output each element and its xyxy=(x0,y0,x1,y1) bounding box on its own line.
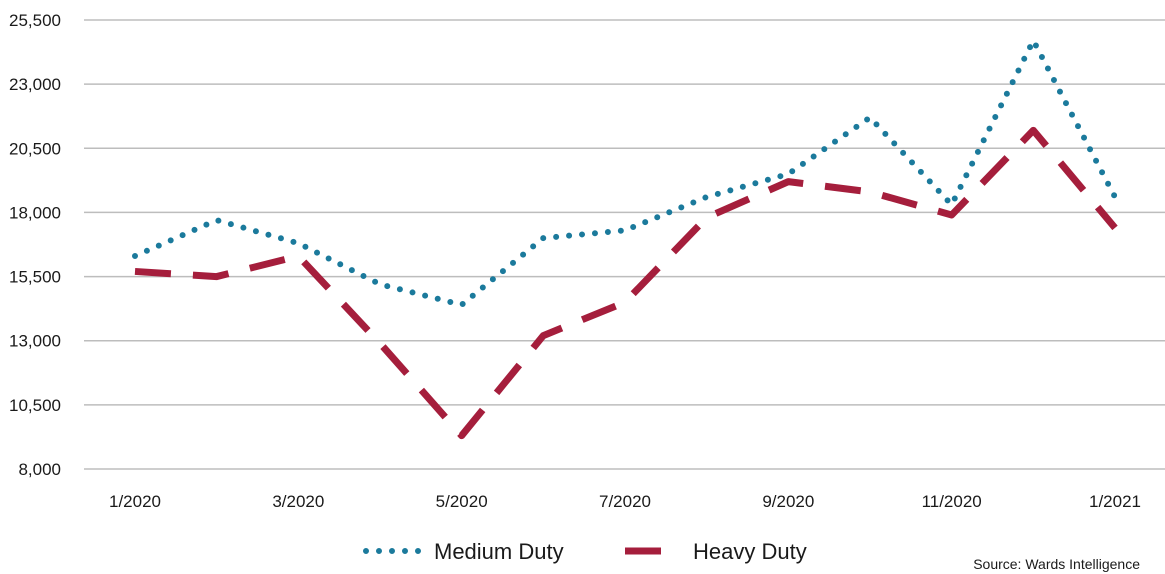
y-tick-label-23000: 23,000 xyxy=(9,75,61,94)
x-tick-label-9-2020: 9/2020 xyxy=(762,492,814,511)
y-tick-label-15500: 15,500 xyxy=(9,268,61,287)
source-note: Source: Wards Intelligence xyxy=(973,556,1140,572)
y-tick-label-18000: 18,000 xyxy=(9,203,61,222)
legend-label-heavy-duty: Heavy Duty xyxy=(693,539,807,564)
y-tick-label-10500: 10,500 xyxy=(9,396,61,415)
series-line-medium-duty xyxy=(132,37,1118,308)
gridlines xyxy=(84,19,1165,470)
y-axis-tick-labels: 8,000 10,500 13,000 15,500 18,000 20,500 23,00… xyxy=(9,11,61,479)
legend: Medium Duty Heavy Duty xyxy=(363,539,807,564)
legend-label-medium-duty: Medium Duty xyxy=(434,539,564,564)
y-tick-label-20500: 20,500 xyxy=(9,139,61,158)
x-axis-tick-labels: 1/2020 3/2020 5/2020 7/2020 9/2020 11/2020 1/2… xyxy=(109,492,1141,511)
y-tick-label-13000: 13,000 xyxy=(9,332,61,351)
y-tick-label-25500: 25,500 xyxy=(9,11,61,30)
y-tick-label-8000: 8,000 xyxy=(18,460,61,479)
series-line-heavy-duty xyxy=(134,126,1118,440)
x-tick-label-1-2020: 1/2020 xyxy=(109,492,161,511)
series-lines xyxy=(132,37,1118,440)
x-tick-label-7-2020: 7/2020 xyxy=(599,492,651,511)
x-tick-label-11-2020: 11/2020 xyxy=(922,492,982,511)
x-tick-label-1-2021: 1/2021 xyxy=(1089,492,1141,511)
x-tick-label-3-2020: 3/2020 xyxy=(272,492,324,511)
x-tick-label-5-2020: 5/2020 xyxy=(436,492,488,511)
